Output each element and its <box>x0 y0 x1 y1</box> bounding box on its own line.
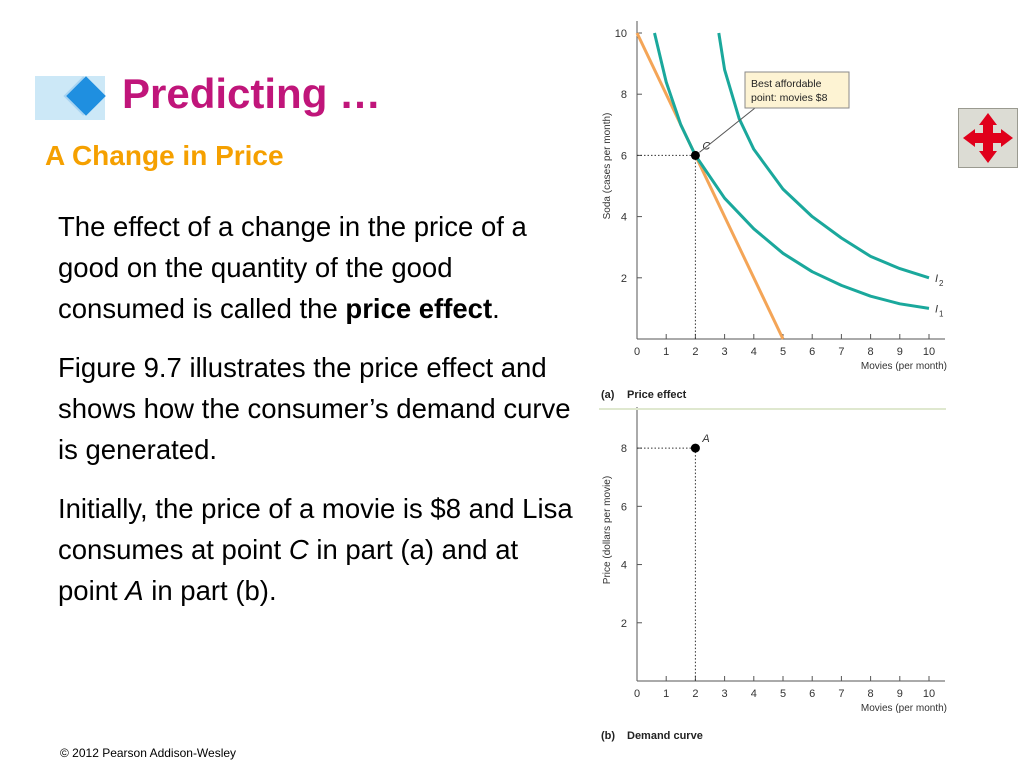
y-tick-label-b: 4 <box>621 560 627 572</box>
y-tick-label-b: 2 <box>621 618 627 630</box>
budget-line <box>635 32 785 340</box>
y-tick-label-b: 6 <box>621 501 627 513</box>
term-price-effect: price effect <box>345 293 493 324</box>
x-axis-label-b: Movies (per month) <box>861 703 947 714</box>
x-tick-label-a: 3 <box>722 346 728 358</box>
paragraph-text: . <box>492 293 500 324</box>
x-tick-label-b: 6 <box>809 688 815 700</box>
panel-label-b: Demand curve <box>627 730 703 742</box>
y-tick-label-a: 8 <box>621 89 627 101</box>
x-tick-label-a: 9 <box>897 346 903 358</box>
paragraph-text: The effect of a change in the price of a… <box>58 211 527 324</box>
point-a-ref: A <box>125 575 144 606</box>
y-tick-label-a: 4 <box>621 212 627 224</box>
x-tick-label-a: 2 <box>692 346 698 358</box>
paragraph-initial-price: Initially, the price of a movie is $8 an… <box>58 488 578 611</box>
x-tick-label-a: 7 <box>838 346 844 358</box>
x-tick-label-a: 4 <box>751 346 757 358</box>
curve-label-sub-i1: 1 <box>939 309 944 318</box>
x-tick-label-b: 3 <box>722 688 728 700</box>
paragraph-text: in part (b). <box>143 575 277 606</box>
x-tick-label-a: 6 <box>809 346 815 358</box>
y-tick-label-a: 2 <box>621 273 627 285</box>
panel-prefix-b: (b) <box>601 730 615 742</box>
slide-subtitle: A Change in Price <box>45 140 284 171</box>
point-label-a: A <box>701 433 709 445</box>
panel-label-a: Price effect <box>627 389 687 401</box>
x-tick-label-a: 0 <box>634 346 640 358</box>
x-axis-label-a: Movies (per month) <box>861 361 947 372</box>
paragraph-text: in part (a) and at point <box>58 534 519 606</box>
paragraph-figure: Figure 9.7 illustrates the price effect … <box>58 352 571 465</box>
annotation-leader <box>699 107 756 153</box>
y-tick-label-b: 8 <box>621 443 627 455</box>
move-arrows-button[interactable] <box>958 108 1018 168</box>
curve-label-i1: I <box>935 303 938 315</box>
x-tick-label-b: 2 <box>692 688 698 700</box>
x-tick-label-b: 8 <box>868 688 874 700</box>
curve-label-sub-i2: 2 <box>939 279 944 288</box>
curve-label-i2: I <box>935 273 938 285</box>
annotation-line-2: point: movies $8 <box>751 92 828 104</box>
annotation-line-1: Best affordable <box>751 78 822 90</box>
copyright-notice: © 2012 Pearson Addison-Wesley <box>60 746 237 760</box>
x-tick-label-a: 10 <box>923 346 935 358</box>
y-axis-label-a: Soda (cases per month) <box>602 113 613 220</box>
slide-title: Predicting … <box>122 70 382 117</box>
point-a <box>690 443 700 453</box>
slide-body: The effect of a change in the price of a… <box>58 206 578 629</box>
x-tick-label-b: 7 <box>838 688 844 700</box>
y-axis-label-b: Price (dollars per movie) <box>602 476 613 584</box>
x-tick-label-b: 5 <box>780 688 786 700</box>
x-tick-label-b: 9 <box>897 688 903 700</box>
x-tick-label-b: 10 <box>923 688 935 700</box>
paragraph-text: Initially, the price of a movie is $8 an… <box>58 493 573 565</box>
x-tick-label-a: 8 <box>868 346 874 358</box>
indifference-curve-i1 <box>653 32 930 310</box>
x-tick-label-b: 0 <box>634 688 640 700</box>
x-tick-label-b: 1 <box>663 688 669 700</box>
indifference-curve-i2 <box>717 32 930 280</box>
y-tick-label-a: 10 <box>615 28 627 40</box>
annotation-box <box>744 71 850 109</box>
x-tick-label-a: 1 <box>663 346 669 358</box>
paragraph-price-effect: The effect of a change in the price of a… <box>58 206 578 329</box>
x-tick-label-b: 4 <box>751 688 757 700</box>
point-c-ref: C <box>288 534 309 565</box>
panel-prefix-a: (a) <box>601 389 615 401</box>
point-c <box>690 150 700 160</box>
x-tick-label-a: 5 <box>780 346 786 358</box>
move-arrows-icon <box>963 113 1013 163</box>
y-tick-label-a: 6 <box>621 150 627 162</box>
